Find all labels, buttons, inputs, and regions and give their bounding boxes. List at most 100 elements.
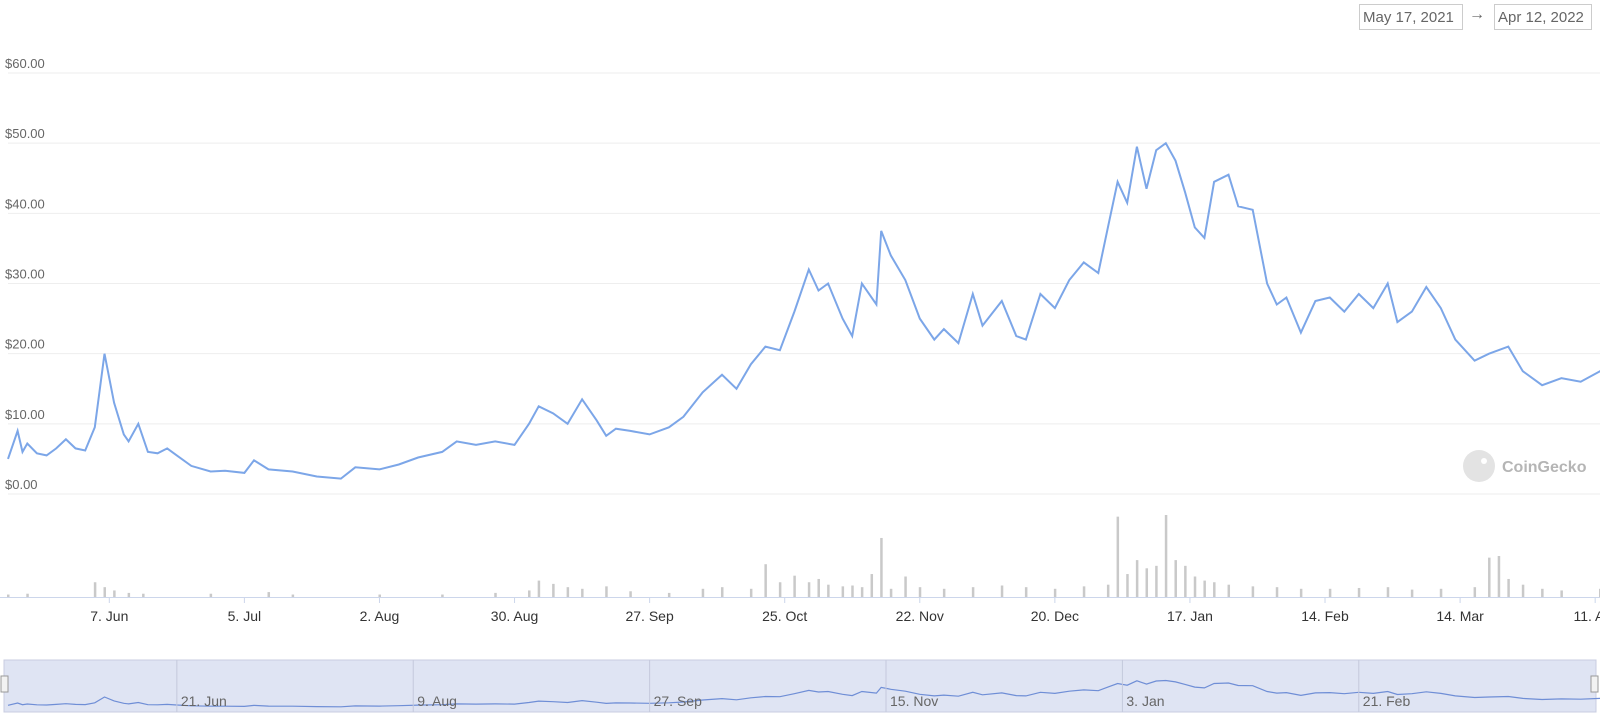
x-tick-label: 7. Jun <box>90 608 128 624</box>
volume-bar <box>528 590 531 597</box>
volume-bar <box>749 588 753 597</box>
range-from-input[interactable]: May 17, 2021 <box>1359 4 1463 30</box>
volume-bar <box>1251 586 1255 597</box>
volume-bar <box>267 592 271 597</box>
volume-bar <box>701 588 705 597</box>
volume-bar <box>441 594 444 597</box>
volume-bar <box>552 583 555 597</box>
volume-bar <box>1000 585 1004 597</box>
volume-bar <box>1145 568 1149 597</box>
x-axis: 7. Jun 5. Jul 2. Aug 30. Aug 27. Sep 25. Oct 2… <box>0 597 1600 624</box>
y-tick-label: $60.00 <box>5 56 45 71</box>
volume-bar <box>1193 576 1197 597</box>
volume-bar <box>1126 574 1129 597</box>
volume-bar <box>764 564 767 597</box>
volume-bar <box>1521 584 1525 597</box>
navigator-series-line <box>7 679 1600 708</box>
volume-bar <box>1275 587 1279 597</box>
watermark-text: CoinGecko <box>1502 459 1587 476</box>
x-tick-label: 5. Jul <box>228 608 261 624</box>
navigator-tick-label: 21. Feb <box>1363 693 1411 709</box>
volume-bar <box>793 575 796 597</box>
x-tick-label: 14. Feb <box>1301 608 1349 624</box>
navigator-ticks: 21. Jun 9. Aug 27. Sep 15. Nov 3. Jan 21. Feb <box>176 660 1411 712</box>
volume-bar <box>1541 588 1544 597</box>
volume-bar <box>841 586 845 597</box>
volume-bar <box>1024 587 1028 597</box>
volume-bar <box>1560 590 1563 597</box>
volume-bar <box>1410 589 1414 597</box>
range-to-input[interactable]: Apr 12, 2022 <box>1494 4 1592 30</box>
volume-bar <box>1507 578 1510 597</box>
volume-bar <box>851 585 854 597</box>
navigator-tick-label: 15. Nov <box>890 693 938 709</box>
volume-bar <box>1053 588 1057 597</box>
volume-bar <box>1116 516 1120 597</box>
volume-bar <box>778 582 782 597</box>
volume-bars <box>7 515 1600 597</box>
volume-bar <box>378 594 381 597</box>
navigator-panel[interactable]: 21. Jun 9. Aug 27. Sep 15. Nov 3. Jan 21. Feb <box>0 659 1600 713</box>
volume-bar <box>93 582 97 597</box>
navigator-tick-label: 3. Jan <box>1126 693 1164 709</box>
coingecko-watermark: CoinGecko <box>1463 450 1587 482</box>
volume-bar <box>971 587 975 597</box>
volume-bar <box>103 587 106 597</box>
navigator-right-handle[interactable] <box>1590 675 1599 693</box>
x-tick-label: 27. Sep <box>625 608 673 624</box>
volume-bar <box>870 574 874 597</box>
volume-bar <box>889 588 893 597</box>
volume-bar <box>942 588 946 597</box>
x-tick-label: 22. Nov <box>896 608 944 624</box>
volume-bar <box>667 592 671 597</box>
volume-bar <box>1155 565 1158 597</box>
volume-bar <box>1473 587 1477 597</box>
volume-bar <box>1203 580 1206 597</box>
volume-bar <box>1174 560 1177 597</box>
volume-bar <box>1439 588 1443 597</box>
y-tick-label: $30.00 <box>5 267 45 282</box>
volume-bar <box>1213 582 1216 597</box>
navigator-tick-label: 9. Aug <box>417 693 457 709</box>
volume-bar <box>494 592 497 597</box>
volume-bar <box>1135 560 1139 597</box>
chart-gridlines <box>8 72 1600 495</box>
x-tick-label: 25. Oct <box>762 608 807 624</box>
volume-bar <box>581 588 584 597</box>
volume-bar <box>720 587 724 597</box>
volume-bar <box>860 587 864 597</box>
volume-bar <box>629 591 632 597</box>
volume-bar <box>1497 556 1501 597</box>
volume-bar <box>537 580 541 597</box>
volume-bar <box>880 537 883 597</box>
volume-bar <box>291 594 295 597</box>
y-tick-label: $0.00 <box>5 477 38 492</box>
volume-bar <box>1227 584 1231 597</box>
volume-bar <box>827 584 830 597</box>
volume-bar <box>1328 588 1332 597</box>
y-tick-label: $50.00 <box>5 126 45 141</box>
volume-bar <box>113 590 116 597</box>
x-tick-label: 14. Mar <box>1436 608 1484 624</box>
volume-bar <box>26 593 29 597</box>
volume-bar <box>127 592 131 597</box>
x-tick-label: 17. Jan <box>1167 608 1213 624</box>
y-tick-label: $10.00 <box>5 407 45 422</box>
navigator-tick-label: 27. Sep <box>654 693 702 709</box>
volume-bar <box>918 587 922 597</box>
volume-bar <box>904 576 907 597</box>
volume-bar <box>209 593 213 597</box>
volume-bar <box>1488 557 1491 597</box>
x-tick-label: 11. Apr <box>1574 608 1600 624</box>
x-tick-label: 2. Aug <box>360 608 400 624</box>
volume-bar <box>1082 586 1086 597</box>
navigator-tick-label: 21. Jun <box>181 693 227 709</box>
price-series-line <box>7 141 1600 480</box>
volume-bar <box>807 582 811 597</box>
volume-bar <box>142 593 145 597</box>
navigator-left-handle[interactable] <box>0 675 9 693</box>
volume-bar <box>1299 588 1303 597</box>
volume-bar <box>1184 565 1187 597</box>
volume-bar <box>7 594 10 597</box>
